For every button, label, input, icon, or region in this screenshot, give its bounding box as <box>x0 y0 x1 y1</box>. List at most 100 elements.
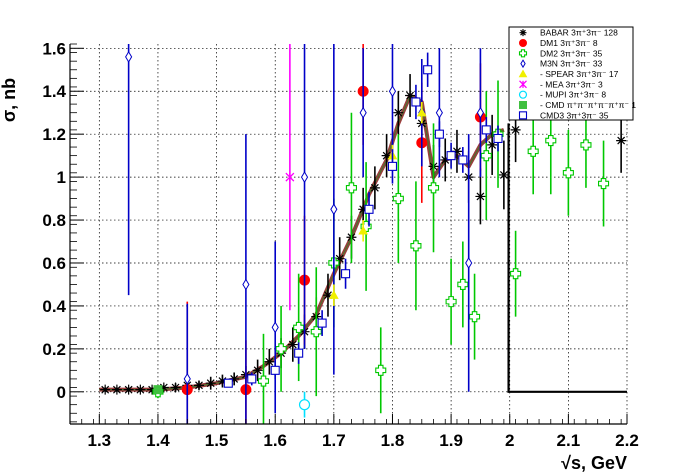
data-point <box>369 182 380 193</box>
data-point <box>147 384 158 395</box>
data-point <box>270 365 280 375</box>
data-point <box>223 378 233 388</box>
legend-entry: DM2 3π⁺3π⁻ 35 <box>540 48 603 58</box>
data-point <box>427 182 440 194</box>
data-point <box>334 253 345 264</box>
data-point <box>435 106 443 119</box>
legend-entry: BABAR 3π⁺3π⁻ 128 <box>540 28 618 38</box>
x-tick-label: 2.2 <box>615 431 639 450</box>
legend-entry: DM1 3π⁺3π⁻ 8 <box>540 38 598 48</box>
data-point <box>135 384 146 395</box>
data-point <box>345 182 357 194</box>
data-point <box>411 97 421 107</box>
series-7 <box>153 385 163 395</box>
legend-entry: M3N 3π⁺3π⁻ 33 <box>540 59 603 69</box>
data-point <box>183 372 191 385</box>
data-point <box>285 172 295 182</box>
legend-entry: - SPEAR 3π⁺3π⁻ 17 <box>540 69 619 79</box>
y-axis-title: σ, nb <box>0 78 19 122</box>
data-point <box>527 145 539 157</box>
legend-entry: - MUPI 3π⁺3π⁻ 8 <box>540 90 606 100</box>
data-point <box>358 204 369 215</box>
legend-entry: - MEA 3π⁺3π⁻ 3 <box>540 79 603 89</box>
x-tick-label: 1.6 <box>263 431 287 450</box>
data-point <box>317 318 327 328</box>
data-point <box>381 150 392 161</box>
y-tick-label: 0 <box>57 383 66 402</box>
data-point <box>562 167 574 179</box>
data-point <box>451 146 462 157</box>
data-point <box>293 321 305 333</box>
data-point <box>597 177 610 190</box>
x-tick-label: 1.3 <box>87 431 111 450</box>
x-tick-label: 1.8 <box>381 431 405 450</box>
data-point <box>330 203 338 216</box>
data-point <box>271 321 279 334</box>
x-tick-label: 1.5 <box>205 431 229 450</box>
legend-marker <box>519 101 527 109</box>
data-point <box>252 365 263 376</box>
data-point <box>392 193 404 205</box>
legend-marker <box>519 39 527 47</box>
data-point <box>193 380 204 391</box>
data-point <box>580 139 592 151</box>
data-point <box>510 268 522 280</box>
legend-marker <box>518 111 528 120</box>
y-tick-label: 1 <box>57 168 66 187</box>
data-point <box>294 348 304 358</box>
x-tick-label: 1.7 <box>322 431 346 450</box>
data-point <box>481 125 491 135</box>
legend-box <box>508 26 634 121</box>
data-point <box>358 225 369 235</box>
x-tick-label: 1.9 <box>439 431 463 450</box>
data-point <box>465 257 473 269</box>
data-point <box>205 378 216 389</box>
series-8 <box>223 52 503 388</box>
x-axis-title: √s, GeV <box>561 453 627 472</box>
data-point <box>100 384 111 395</box>
data-point <box>498 169 509 180</box>
data-series <box>99 44 627 424</box>
x-tick-label: 2 <box>505 431 514 450</box>
data-point <box>375 364 387 376</box>
data-point <box>341 269 351 279</box>
data-point <box>322 290 333 301</box>
legend-marker <box>519 29 527 37</box>
y-tick-label: 1.4 <box>42 82 66 101</box>
data-point <box>458 155 468 165</box>
data-point <box>434 129 444 139</box>
data-point <box>153 385 163 395</box>
y-tick-label: 0.6 <box>42 254 66 273</box>
axes: 1.3 1.4 1.5 1.6 1.7 1.8 1.9 2 2.1 2.2 0 0.2 0.4 0.6 0.… <box>42 39 638 450</box>
x-tick-label: 2.1 <box>557 431 581 450</box>
data-point <box>469 311 481 323</box>
y-tick-label: 0.2 <box>42 340 66 359</box>
data-point <box>264 356 275 367</box>
data-point <box>242 278 250 291</box>
data-point <box>247 374 257 384</box>
data-point <box>616 135 627 146</box>
data-point <box>457 278 469 291</box>
y-tick-label: 0.8 <box>42 211 66 230</box>
data-point <box>416 107 427 117</box>
data-point <box>287 339 298 350</box>
legend-marker <box>519 80 527 89</box>
data-point <box>545 135 557 147</box>
data-point <box>170 382 181 393</box>
y-tick-label: 0.4 <box>42 297 66 316</box>
data-point <box>217 376 228 387</box>
data-point <box>275 343 287 355</box>
data-point <box>229 373 240 384</box>
data-point <box>300 171 309 184</box>
data-point <box>123 384 134 395</box>
series-6 <box>298 391 311 418</box>
data-point <box>298 399 311 411</box>
data-point <box>111 384 122 395</box>
data-point <box>158 382 169 393</box>
data-point <box>257 375 270 387</box>
data-point <box>405 90 416 101</box>
data-point <box>440 154 451 165</box>
legend-marker <box>518 69 528 78</box>
